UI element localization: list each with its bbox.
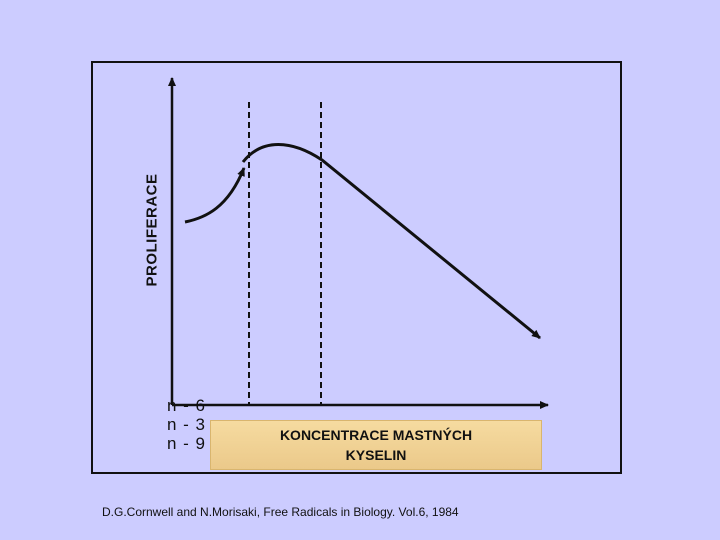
tick-label-n9: n - 9 [166,434,206,453]
x-axis-label-line2: KYSELIN [345,447,407,463]
tick-label-n6: n - 6 [166,396,206,415]
tick-label-n3: n - 3 [166,415,206,434]
x-axis-label-box: KONCENTRACE MASTNÝCH KYSELIN [210,420,542,470]
citation: D.G.Cornwell and N.Morisaki, Free Radica… [102,505,459,519]
curve-rising-segment [184,167,246,224]
diagram-frame [91,61,622,474]
curve-declining-segment [241,143,541,340]
x-axis-label-line1: KONCENTRACE MASTNÝCH [279,427,473,443]
fatty-acid-series-labels: n - 6 n - 3 n - 9 [154,396,206,453]
y-axis-label: PROLIFERACE [143,173,161,287]
